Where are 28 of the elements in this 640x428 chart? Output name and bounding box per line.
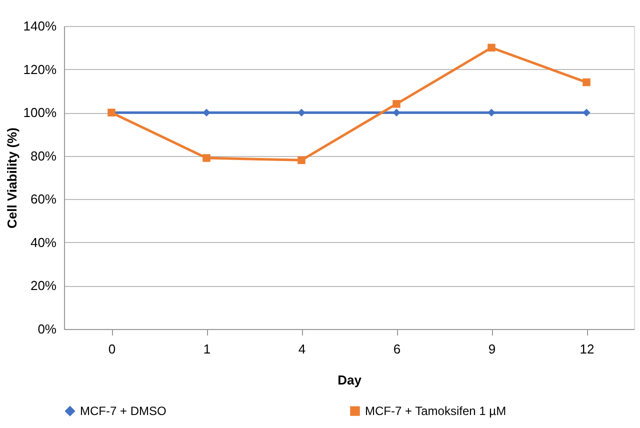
y-tick-label: 100% <box>23 105 57 120</box>
point <box>298 108 306 116</box>
y-axis-title: Cell Viability (%) <box>4 128 20 228</box>
y-tick-label: 120% <box>23 62 57 77</box>
point <box>202 154 210 162</box>
y-tick-label: 80% <box>30 148 57 164</box>
point <box>202 108 210 116</box>
point <box>488 108 496 116</box>
legend-label: MCF-7 + DMSO <box>80 404 166 418</box>
y-tick-label: 0% <box>38 322 57 336</box>
point <box>582 108 590 116</box>
y-tick-label: 20% <box>30 278 57 294</box>
x-axis-title: Day <box>338 372 362 388</box>
point <box>582 78 590 86</box>
x-tick-label: 0 <box>108 342 116 356</box>
point <box>488 44 496 52</box>
point <box>298 156 306 164</box>
y-tick-label: 140% <box>23 18 57 34</box>
y-tick-label: 40% <box>30 234 57 250</box>
x-tick-label: 6 <box>393 342 401 356</box>
point <box>392 108 400 116</box>
legend-label: MCF-7 + Tamoksifen 1 µM <box>365 404 506 418</box>
x-tick-label: 1 <box>203 342 211 356</box>
x-tick-label: 4 <box>298 342 306 356</box>
x-tick-label: 12 <box>580 342 594 356</box>
x-tick-label: 9 <box>488 342 496 356</box>
y-tick-label: 60% <box>30 192 57 207</box>
point <box>392 100 400 108</box>
